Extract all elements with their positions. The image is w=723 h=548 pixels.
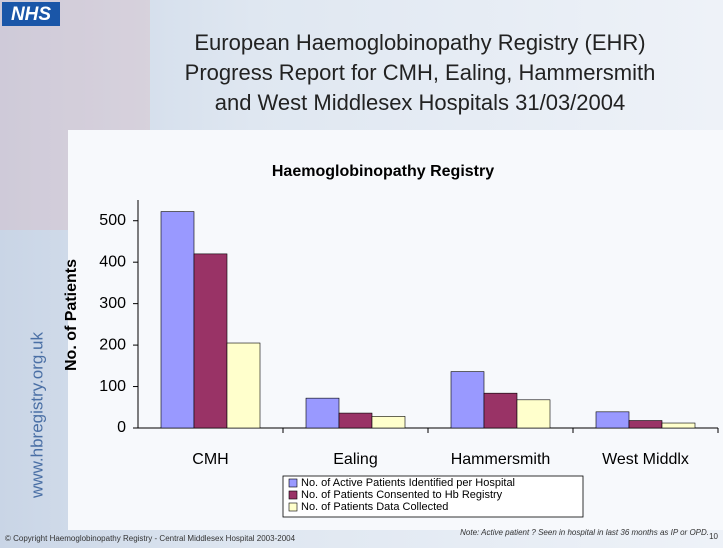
- chart-title: Haemoglobinopathy Registry: [272, 163, 494, 180]
- y-axis-label: No. of Patients: [63, 259, 80, 371]
- legend-label: No. of Active Patients Identified per Ho…: [301, 477, 515, 489]
- logo: NHS: [11, 4, 51, 25]
- y-tick-label: 400: [99, 253, 126, 270]
- y-tick-label: 0: [117, 419, 126, 436]
- bar: [193, 253, 228, 429]
- x-tick-label: CMH: [192, 451, 228, 468]
- y-tick-label: 300: [99, 295, 126, 312]
- bar: [305, 397, 340, 429]
- bar: [371, 416, 406, 429]
- legend: [282, 475, 584, 518]
- slide-title: European Haemoglobinopathy Registry (EHR…: [194, 30, 645, 55]
- copyright: © Copyright Haemoglobinopathy Registry -…: [5, 534, 296, 543]
- legend-swatch: [288, 478, 298, 488]
- logo-box: [2, 2, 60, 26]
- bar: [661, 422, 696, 429]
- note: Note: Active patient ? Seen in hospital …: [460, 528, 709, 537]
- bar: [450, 371, 485, 429]
- website: www.hbregistry.org.uk: [27, 332, 46, 499]
- legend-swatch: [288, 502, 298, 512]
- bar: [483, 392, 518, 429]
- page-number: 10: [709, 532, 718, 541]
- bar: [160, 211, 195, 429]
- bar: [226, 342, 261, 429]
- bar: [628, 420, 663, 429]
- bar: [516, 399, 551, 429]
- x-tick-label: Hammersmith: [451, 451, 551, 468]
- y-tick-label: 200: [99, 336, 126, 353]
- x-tick-label: West Middlx: [602, 451, 689, 468]
- y-tick-label: 100: [99, 378, 126, 395]
- legend-label: No. of Patients Consented to Hb Registry: [301, 489, 503, 501]
- y-tick-label: 500: [99, 212, 126, 229]
- slide-title: and West Middlesex Hospitals 31/03/2004: [215, 90, 626, 115]
- slide-title: Progress Report for CMH, Ealing, Hammers…: [185, 60, 656, 85]
- x-tick-label: Ealing: [333, 451, 377, 468]
- legend-swatch: [288, 490, 298, 500]
- legend-label: No. of Patients Data Collected: [301, 501, 448, 513]
- bar: [338, 412, 373, 429]
- bar: [595, 411, 630, 429]
